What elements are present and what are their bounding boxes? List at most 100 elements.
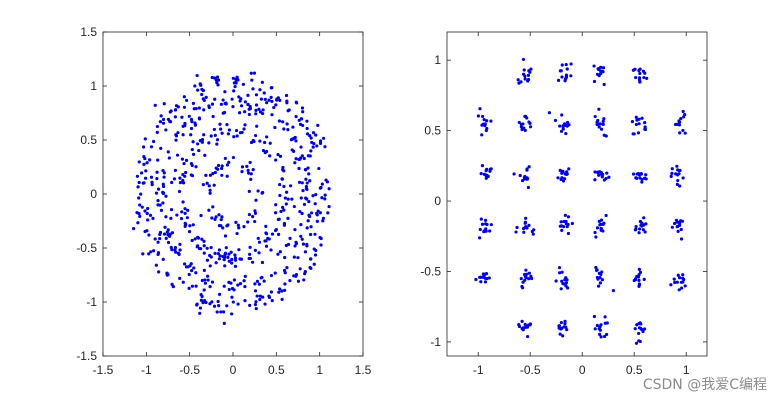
data-point <box>174 138 178 142</box>
data-point <box>258 294 262 298</box>
data-point <box>218 254 222 258</box>
data-point <box>185 98 189 103</box>
data-point <box>141 145 146 149</box>
data-point <box>321 216 325 220</box>
data-point <box>259 97 264 101</box>
data-point <box>231 105 235 109</box>
data-point <box>283 288 287 292</box>
data-point <box>215 310 219 314</box>
data-point <box>204 173 208 177</box>
data-point <box>634 224 638 229</box>
data-point <box>312 247 316 251</box>
data-point <box>254 307 258 311</box>
data-point <box>196 142 200 146</box>
data-point <box>522 68 526 72</box>
data-point <box>677 172 681 176</box>
data-point <box>182 161 186 166</box>
data-point <box>251 87 255 91</box>
y-tick-label: 1 <box>90 79 97 93</box>
data-point <box>202 251 206 255</box>
data-point <box>308 179 312 183</box>
data-point <box>569 62 573 66</box>
data-point <box>296 279 301 283</box>
data-point <box>638 219 643 224</box>
data-point <box>235 134 239 138</box>
data-point <box>292 274 296 278</box>
data-point <box>294 114 298 119</box>
data-point <box>327 187 331 191</box>
data-point <box>640 180 644 184</box>
data-point <box>298 122 303 126</box>
data-point <box>149 250 153 254</box>
data-point <box>249 177 253 181</box>
data-point <box>307 213 311 217</box>
data-point <box>222 284 226 288</box>
data-point <box>249 71 253 75</box>
data-point <box>241 82 245 86</box>
data-point <box>637 283 642 287</box>
data-point <box>166 240 171 245</box>
data-point <box>267 295 272 300</box>
data-point <box>156 187 161 191</box>
data-point <box>300 154 304 158</box>
data-point <box>255 294 259 298</box>
data-point <box>512 172 516 176</box>
data-point <box>207 208 211 212</box>
data-point <box>483 218 488 222</box>
data-point <box>164 215 168 219</box>
data-point <box>553 118 558 123</box>
y-tick-label: 1.5 <box>80 25 97 39</box>
data-point <box>285 101 289 105</box>
data-point <box>561 179 566 183</box>
data-point <box>529 274 533 278</box>
data-point <box>296 256 300 260</box>
data-point <box>297 180 302 184</box>
data-point <box>643 127 647 131</box>
data-point <box>521 57 526 62</box>
data-point <box>226 223 230 227</box>
data-point <box>290 197 294 201</box>
data-point <box>484 173 488 177</box>
data-point <box>289 184 293 188</box>
data-point <box>178 242 182 246</box>
data-point <box>598 122 602 126</box>
data-point <box>285 266 289 270</box>
data-point <box>213 97 217 101</box>
y-tick-label: 1 <box>434 53 441 67</box>
data-point <box>141 181 145 185</box>
data-point <box>213 251 217 255</box>
data-point <box>556 176 560 180</box>
data-point <box>227 128 231 132</box>
data-point <box>278 250 282 254</box>
data-point <box>206 274 210 278</box>
data-point <box>255 279 260 283</box>
data-point <box>212 183 216 187</box>
data-point <box>232 89 236 93</box>
data-point <box>673 280 677 285</box>
data-point <box>254 108 258 112</box>
data-point <box>299 145 303 149</box>
data-point <box>198 306 203 310</box>
data-point <box>215 75 220 79</box>
data-point <box>560 63 564 67</box>
data-point <box>249 140 254 145</box>
data-point <box>253 219 257 224</box>
data-point <box>202 288 206 292</box>
data-point <box>257 251 261 255</box>
data-point <box>253 209 257 213</box>
data-point <box>253 303 257 307</box>
data-point <box>234 81 238 85</box>
data-point <box>274 103 278 107</box>
data-point <box>525 325 530 329</box>
data-point <box>187 272 191 277</box>
data-point <box>203 281 207 285</box>
data-point <box>595 226 600 230</box>
data-point <box>679 116 683 121</box>
data-point <box>566 231 571 236</box>
data-point <box>184 170 188 175</box>
data-point <box>256 189 260 193</box>
data-point <box>190 163 194 168</box>
data-point <box>193 237 197 241</box>
data-point <box>310 140 314 145</box>
